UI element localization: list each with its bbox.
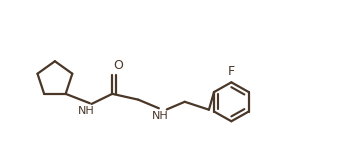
- Text: O: O: [113, 59, 124, 72]
- Text: NH: NH: [152, 111, 169, 121]
- Text: F: F: [228, 65, 235, 78]
- Text: NH: NH: [78, 106, 95, 116]
